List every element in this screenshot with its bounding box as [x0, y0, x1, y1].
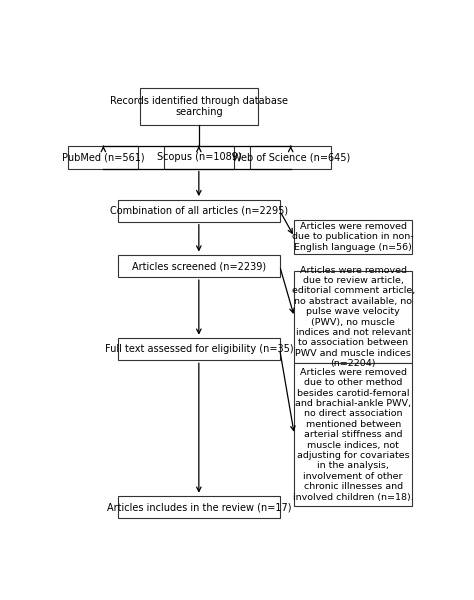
- FancyBboxPatch shape: [294, 271, 412, 363]
- Text: Articles were removed
due to publication in non-
English language (n=56): Articles were removed due to publication…: [292, 222, 414, 252]
- Text: Articles includes in the review (n=17): Articles includes in the review (n=17): [107, 502, 291, 512]
- Text: Combination of all articles (n=2295): Combination of all articles (n=2295): [110, 206, 288, 215]
- FancyBboxPatch shape: [68, 146, 138, 169]
- FancyBboxPatch shape: [250, 146, 331, 169]
- Text: PubMed (n=561): PubMed (n=561): [62, 152, 145, 163]
- FancyBboxPatch shape: [118, 200, 280, 221]
- FancyBboxPatch shape: [118, 255, 280, 277]
- FancyBboxPatch shape: [294, 363, 412, 506]
- Text: Articles were removed
due to other method
besides carotid-femoral
and brachial-a: Articles were removed due to other metho…: [293, 368, 413, 502]
- FancyBboxPatch shape: [140, 88, 258, 125]
- FancyBboxPatch shape: [118, 338, 280, 360]
- Text: Full text assessed for eligibility (n=35): Full text assessed for eligibility (n=35…: [105, 344, 293, 354]
- Text: Articles screened (n=2239): Articles screened (n=2239): [132, 261, 266, 271]
- FancyBboxPatch shape: [118, 496, 280, 518]
- FancyBboxPatch shape: [164, 146, 234, 169]
- FancyBboxPatch shape: [294, 220, 412, 254]
- Text: Articles were removed
due to review article,
editorial comment article,
no abstr: Articles were removed due to review arti…: [292, 266, 415, 368]
- Text: Scopus (n=1089): Scopus (n=1089): [156, 152, 241, 163]
- Text: Records identified through database
searching: Records identified through database sear…: [110, 96, 288, 118]
- Text: Web of Science (n=645): Web of Science (n=645): [232, 152, 350, 163]
